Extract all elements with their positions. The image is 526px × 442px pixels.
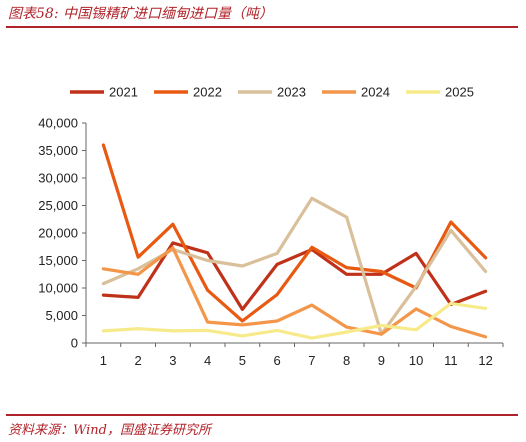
series-line-2025 [101, 301, 488, 340]
y-tick-label: 25,000 [38, 198, 78, 213]
x-tick-label: 11 [444, 353, 458, 368]
series-lines [101, 143, 488, 340]
x-tick-label: 10 [409, 353, 423, 368]
y-axis: 0 5,000 10,000 15,000 20,000 25,000 30,000 35,0… [38, 116, 87, 351]
y-tick-label: 5,000 [45, 308, 78, 323]
x-tick-label: 7 [308, 353, 315, 368]
y-tick-label: 30,000 [38, 171, 78, 186]
x-tick-label: 8 [343, 353, 350, 368]
y-tick-label: 20,000 [38, 226, 78, 241]
x-tick-label: 5 [239, 353, 246, 368]
top-rule [6, 26, 518, 28]
x-tick-label: 12 [478, 353, 492, 368]
x-axis: 1 2 3 4 5 6 7 8 9 10 11 12 [85, 342, 504, 368]
legend-label-2023: 2023 [277, 85, 306, 100]
bottom-rule [6, 414, 518, 416]
y-tick-label: 40,000 [38, 116, 78, 131]
legend-label-2022: 2022 [193, 85, 222, 100]
y-tick-label: 35,000 [38, 143, 78, 158]
legend-label-2021: 2021 [109, 85, 138, 100]
x-tick-label: 9 [378, 353, 385, 368]
series-line-2024 [101, 246, 488, 339]
legend: 2021 2022 2023 2024 2025 [70, 85, 474, 100]
y-tick-label: 15,000 [38, 253, 78, 268]
y-tick-label: 0 [71, 336, 78, 351]
x-tick-label: 4 [204, 353, 211, 368]
x-tick-label: 1 [100, 353, 107, 368]
y-tick-label: 10,000 [38, 281, 78, 296]
figure-title: 图表58: 中国锡精矿进口缅甸进口量（吨） [8, 6, 273, 22]
legend-label-2025: 2025 [445, 85, 474, 100]
x-tick-label: 3 [169, 353, 176, 368]
x-tick-label: 6 [274, 353, 281, 368]
x-tick-label: 2 [135, 353, 142, 368]
legend-label-2024: 2024 [361, 85, 390, 100]
series-line-2022 [101, 143, 488, 323]
series-line-2021 [101, 241, 488, 311]
source-note: 资料来源：Wind，国盛证券研究所 [8, 423, 211, 438]
